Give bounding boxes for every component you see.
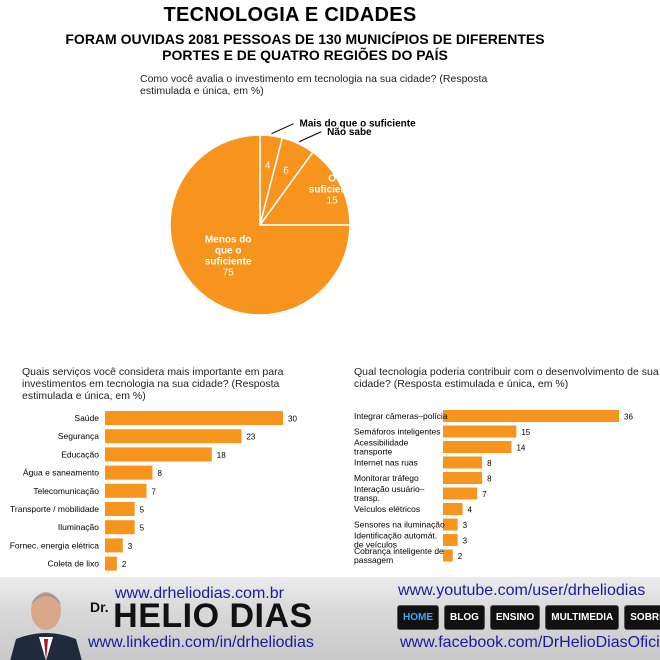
bar-value-label: 15 <box>521 428 530 437</box>
bar <box>443 518 458 531</box>
bar-value-label: 5 <box>140 524 145 533</box>
bar <box>443 549 453 562</box>
nav-sobre-button[interactable]: SOBRE <box>624 605 660 630</box>
pie-slice <box>258 151 351 226</box>
page-title: TECNOLOGIA E CIDADES <box>163 4 417 26</box>
bar-value-label: 18 <box>217 451 226 460</box>
pie-slice-label: Mais do que o suficiente <box>300 119 417 130</box>
bar-category-label: Telecomunicação <box>33 486 99 496</box>
bar <box>443 441 512 453</box>
bar-value-label: 36 <box>624 413 633 422</box>
bar-category-label: Monitorar tráfego <box>354 473 419 483</box>
bar <box>443 410 619 422</box>
bar-value-label: 8 <box>487 475 492 484</box>
avatar <box>10 592 82 660</box>
bar-category-label: Acessibilidade transporte <box>354 438 409 457</box>
services-chart-question: Quais serviços você considera mais impor… <box>22 366 284 402</box>
bar-value-label: 4 <box>468 506 473 515</box>
nav-multimedia-button[interactable]: MULTIMEDIA <box>545 605 620 630</box>
bar-category-label: Integrar câmeras–polícia <box>354 411 448 421</box>
bar <box>443 456 483 469</box>
pie-chart: 4 Mais do que o suficiente 6 Não sabe O sufic… <box>169 119 417 316</box>
bar-value-label: 8 <box>157 469 162 478</box>
bar-category-label: Educação <box>61 449 99 459</box>
pie-value-label: 15 <box>327 195 339 206</box>
pie-slice-label: Não sabe <box>327 127 372 138</box>
pie-leader-line <box>298 131 322 143</box>
bar-category-label: Cobrança inteligente de passagem <box>354 546 444 565</box>
bar-value-label: 3 <box>463 537 468 546</box>
bar-category-label: Saúde <box>74 413 99 423</box>
pie-slice <box>169 134 351 316</box>
bar-value-label: 7 <box>152 487 157 496</box>
nav-home-button[interactable]: HOME <box>397 605 439 630</box>
bar-value-label: 8 <box>487 459 492 468</box>
youtube-link[interactable]: www.youtube.com/user/drheliodias <box>398 582 646 599</box>
bar-value-label: 2 <box>458 552 463 561</box>
bar-value-label: 5 <box>140 506 145 515</box>
bar-category-label: Veículos elétricos <box>354 504 420 514</box>
bar-value-label: 3 <box>128 542 133 551</box>
bar-category-label: Transporte / mobilidade <box>10 504 99 514</box>
bar-category-label: Coleta de lixo <box>47 559 99 569</box>
bar <box>443 472 483 484</box>
bar-category-label: Semáforos inteligentes <box>354 427 440 437</box>
services-bar-chart: 30 Saúde 23 Segurança 18 Educação 8 Água e sane… <box>10 411 297 571</box>
bar-category-label: Segurança <box>58 431 99 441</box>
nav-ensino-button[interactable]: ENSINO <box>489 605 541 630</box>
pie-leader-line <box>271 123 294 135</box>
bar <box>105 465 153 480</box>
bar <box>105 447 212 462</box>
nav-blog-button[interactable]: BLOG <box>444 605 485 630</box>
bar-category-label: Interação usuário– transp. <box>354 484 425 503</box>
pie-value-label: 6 <box>283 166 289 177</box>
site-link[interactable]: www.drheliodias.com.br <box>115 585 284 602</box>
linkedin-link[interactable]: www.linkedin.com/in/drheliodias <box>88 634 314 651</box>
page-subtitle: FORAM OUVIDAS 2081 PESSOAS DE 130 MUNICÍ… <box>65 31 545 63</box>
bar-value-label: 23 <box>246 433 255 442</box>
bar-category-label: Internet nas ruas <box>354 458 418 468</box>
pie-slice-label: Menos do que o suficiente <box>205 234 252 267</box>
bar <box>105 538 123 553</box>
bar-value-label: 3 <box>463 521 468 530</box>
technology-chart-question: Qual tecnologia poderia contribuir com o… <box>354 366 659 390</box>
bar <box>443 487 478 500</box>
bar-value-label: 7 <box>482 490 487 499</box>
brand-logo: Dr. HELIO DIAS <box>90 597 313 636</box>
bar-category-label: Identificação automát. de veículos <box>354 531 437 550</box>
facebook-link[interactable]: www.facebook.com/DrHelioDiasOficial <box>400 634 660 651</box>
bar-value-label: 2 <box>122 560 127 569</box>
technology-bar-chart: 36 Integrar câmeras–polícia 15 Semáforos in… <box>354 410 633 565</box>
bar <box>105 429 242 444</box>
bar-category-label: Iluminação <box>58 522 99 532</box>
bar-category-label: Sensores na iluminação <box>354 520 445 530</box>
pie-value-label: 75 <box>223 267 235 278</box>
bar-category-label: Água e saneamento <box>23 468 99 478</box>
brand-name: HELIO DIAS <box>113 597 313 635</box>
pie-value-label: 4 <box>265 160 271 171</box>
bar <box>443 503 463 515</box>
bar-value-label: 30 <box>288 415 297 424</box>
bar <box>443 534 458 546</box>
bar <box>105 520 135 535</box>
footer-banner: www.drheliodias.com.br Dr. HELIO DIAS ww… <box>0 577 660 660</box>
bar <box>443 425 517 438</box>
bar-category-label: Fornec. energia elétrica <box>10 540 100 550</box>
bar <box>105 483 147 498</box>
bar <box>105 556 117 571</box>
brand-prefix: Dr. <box>90 599 109 615</box>
bar <box>105 411 283 425</box>
nav-bar: HOME BLOG ENSINO MULTIMEDIA SOBRE <box>397 605 660 630</box>
pie-chart-question: Como você avalia o investimento em tecno… <box>140 73 488 97</box>
bar <box>105 502 135 516</box>
bar-value-label: 14 <box>516 444 525 453</box>
